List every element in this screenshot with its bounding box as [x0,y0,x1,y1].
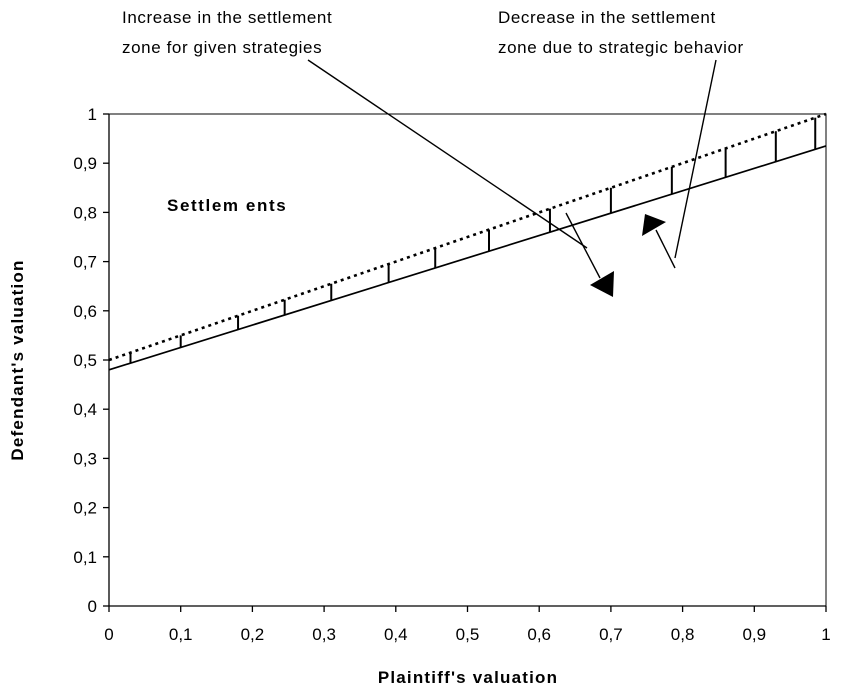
y-tick-label: 0,9 [73,154,97,173]
decrease-arrowhead [642,214,666,236]
x-tick-label: 0,6 [527,625,551,644]
increase-arrow-shaft [565,212,601,279]
y-tick-label: 0,2 [73,499,97,518]
settlements-label: Settlem ents [167,196,287,215]
x-tick-label: 0,8 [671,625,695,644]
x-axis-title: Plaintiff's valuation [378,668,558,687]
x-axis-ticks: 0 0,1 0,2 0,3 0,4 0,5 0,6 0,7 0,8 0,9 1 [104,606,831,644]
increase-leader-line [307,59,588,249]
x-tick-label: 0,9 [742,625,766,644]
x-tick-label: 0,5 [456,625,480,644]
y-tick-label: 0 [88,597,97,616]
y-axis-ticks: 0 0,1 0,2 0,3 0,4 0,5 0,6 0,7 0,8 0,9 1 [73,105,109,616]
increase-annotation-line-1: Increase in the settlement [122,8,332,27]
decrease-leader-line [674,59,717,259]
x-tick-label: 0,1 [169,625,193,644]
decrease-annotation-line-1: Decrease in the settlement [498,8,716,27]
solid-series-line [108,145,827,371]
y-tick-label: 0,4 [73,400,97,419]
y-tick-label: 0,8 [73,203,97,222]
y-tick-label: 1 [88,105,97,124]
decrease-annotation-line-2: zone due to strategic behavior [498,38,744,57]
y-tick-label: 0,6 [73,302,97,321]
x-tick-label: 0 [104,625,113,644]
y-tick-label: 0,1 [73,548,97,567]
decrease-arrow-shaft [655,229,676,269]
x-tick-label: 0,4 [384,625,408,644]
y-tick-label: 0,3 [73,449,97,468]
increase-arrowhead [590,271,614,297]
x-tick-label: 0,7 [599,625,623,644]
x-tick-label: 1 [821,625,830,644]
series-layer [108,112,827,371]
hatch-layer [129,117,817,364]
x-tick-label: 0,2 [241,625,265,644]
y-tick-label: 0,5 [73,351,97,370]
y-tick-label: 0,7 [73,253,97,272]
x-tick-label: 0,3 [312,625,336,644]
annotation-arrows [307,59,717,279]
plot-area [108,113,827,607]
y-axis-title: Defendant's valuation [8,259,27,460]
dotted-series-line [108,112,827,362]
increase-annotation-line-2: zone for given strategies [122,38,322,57]
